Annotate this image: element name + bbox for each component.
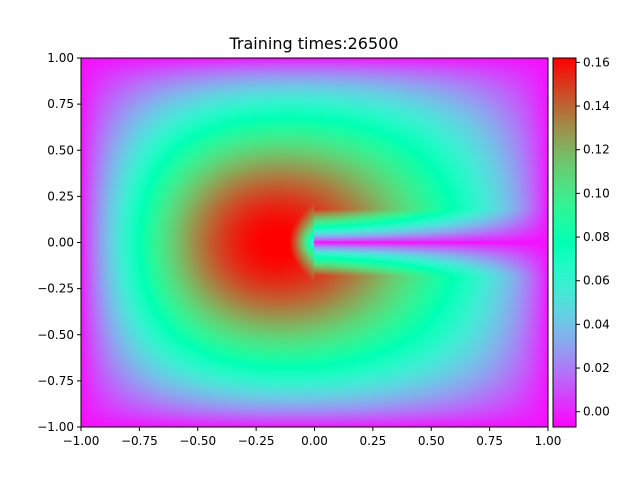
x-tick-label: −0.75 <box>121 434 158 448</box>
x-tick-label: −0.50 <box>179 434 216 448</box>
y-tick-label: −0.75 <box>37 374 74 388</box>
chart-title: Training times:26500 <box>229 34 399 53</box>
y-tick-label: 0.00 <box>47 236 74 250</box>
colorbar-tick-label: 0.16 <box>583 55 610 69</box>
y-axis: −1.00 −0.75 −0.50 −0.25 0.00 0.25 0.50 0.75 1.00 <box>37 51 81 434</box>
colorbar-tick-label: 0.10 <box>583 186 610 200</box>
y-tick-label: 1.00 <box>47 51 74 65</box>
colorbar-tick-label: 0.04 <box>583 317 610 331</box>
x-tick-label: 0.50 <box>418 434 445 448</box>
y-tick-label: −0.25 <box>37 282 74 296</box>
y-tick-label: 0.75 <box>47 97 74 111</box>
x-axis: −1.00 −0.75 −0.50 −0.25 0.00 0.25 0.50 0.75 1.00 <box>63 427 562 448</box>
colorbar-canvas <box>553 58 576 427</box>
colorbar-tick-label: 0.06 <box>583 274 610 288</box>
y-tick-label: −0.50 <box>37 328 74 342</box>
colorbar-tick-label: 0.08 <box>583 230 610 244</box>
y-tick-label: 0.25 <box>47 189 74 203</box>
plot-frame <box>80 57 549 428</box>
x-tick-label: 0.00 <box>301 434 328 448</box>
colorbar-axis: 0.00 0.02 0.04 0.06 0.08 0.10 0.12 0.14 0.16 <box>576 55 610 419</box>
y-tick-label: −1.00 <box>37 420 74 434</box>
x-tick-label: −1.00 <box>63 434 100 448</box>
y-tick-label: 0.50 <box>47 143 74 157</box>
x-tick-label: 0.25 <box>360 434 387 448</box>
x-tick-label: 0.75 <box>476 434 503 448</box>
x-tick-label: 1.00 <box>535 434 562 448</box>
colorbar-tick-label: 0.02 <box>583 361 610 375</box>
x-tick-label: −0.25 <box>238 434 275 448</box>
colorbar-tick-label: 0.14 <box>583 99 610 113</box>
colorbar-tick-label: 0.00 <box>583 405 610 419</box>
colorbar-tick-label: 0.12 <box>583 143 610 157</box>
colorbar-frame <box>552 57 577 428</box>
heatmap-canvas <box>81 58 548 427</box>
